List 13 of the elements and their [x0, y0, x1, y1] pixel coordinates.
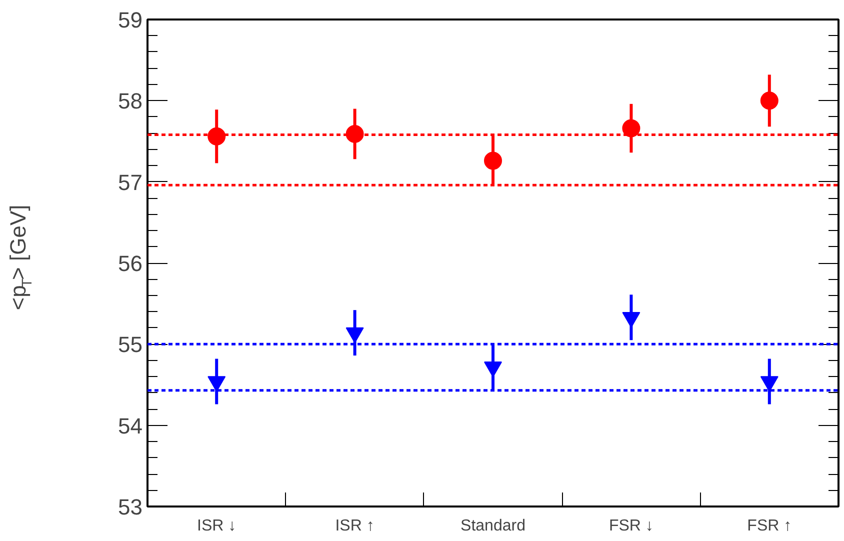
y-tick-label: 53 [118, 494, 143, 520]
y-tick-label: 54 [118, 413, 143, 438]
y-tick-label: 59 [118, 8, 143, 32]
x-tick-label: ISR ↑ [335, 518, 374, 534]
y-axis-title: <pT> [GeV] [6, 204, 34, 310]
y-tick-label: 57 [118, 170, 143, 195]
x-tick-label: FSR ↑ [747, 518, 792, 534]
x-tick-label: Standard [460, 518, 526, 534]
y-tick-label: 56 [118, 251, 143, 276]
y-tick-label: 55 [118, 332, 143, 358]
x-tick-label: ISR ↓ [197, 518, 236, 534]
y-tick-label: 58 [118, 88, 143, 114]
x-tick-label: FSR ↓ [608, 518, 654, 534]
